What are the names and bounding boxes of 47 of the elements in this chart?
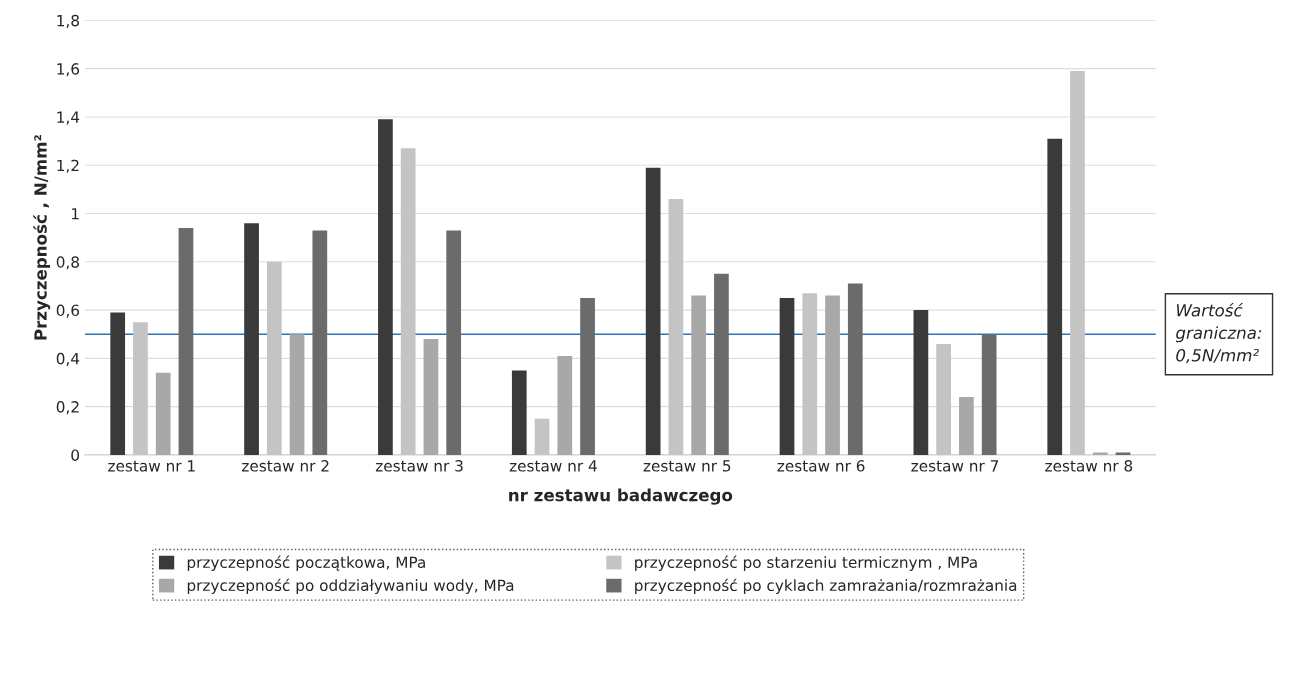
bar	[155, 372, 171, 455]
bar	[446, 230, 462, 455]
bar	[511, 370, 527, 455]
x-tick-label: zestaw nr 6	[777, 460, 865, 472]
x-tick-label: zestaw nr 7	[911, 460, 999, 472]
y-axis-title: Przyczepność , N/mm²	[33, 135, 51, 340]
bar	[289, 334, 305, 455]
x-tick-label: zestaw nr 1	[108, 460, 195, 472]
bar	[714, 273, 729, 455]
y-tick-label: 0,4	[56, 352, 80, 366]
x-tick-label: zestaw nr 5	[643, 460, 731, 472]
bar	[423, 339, 439, 455]
bar	[645, 167, 661, 455]
legend-label: przyczepność początkowa, MPa	[187, 555, 425, 571]
legend-label: przyczepność po oddziaływaniu wody, MPa	[187, 578, 514, 595]
bar	[378, 119, 393, 455]
bar	[691, 295, 707, 455]
x-tick-label: zestaw nr 8	[1045, 460, 1133, 472]
bar	[178, 227, 194, 455]
y-tick-label: 0,8	[56, 256, 79, 270]
bar	[1047, 138, 1063, 455]
bar	[959, 396, 974, 455]
x-tick-label: zestaw nr 2	[242, 460, 329, 472]
bar	[312, 230, 328, 455]
y-tick-label: 0,6	[56, 304, 80, 318]
y-tick-label: 1,6	[57, 63, 80, 77]
y-tick-label: 1	[71, 208, 79, 220]
bar	[110, 312, 126, 455]
bar	[913, 310, 929, 455]
y-tick-label: 0,2	[56, 401, 79, 415]
legend-label: przyczepność po cyklach zamrażania/rozmrażania	[635, 578, 1017, 595]
y-tick-label: 1,2	[57, 159, 79, 173]
y-tick-label: 1,8	[57, 14, 79, 28]
ref-line-label: Wartość graniczna: 0,5N/mm²	[1175, 303, 1262, 364]
y-tick-label: 1,4	[57, 111, 80, 125]
x-tick-label: zestaw nr 4	[509, 460, 597, 472]
bar	[981, 334, 997, 455]
bar	[580, 298, 595, 455]
bar	[557, 355, 573, 455]
bar	[244, 223, 259, 455]
x-tick-label: zestaw nr 3	[375, 460, 463, 472]
y-tick-label: 0	[71, 449, 80, 461]
bar	[779, 298, 795, 455]
bar	[847, 283, 863, 455]
legend-label: przyczepność po starzeniu termicznym , MPa	[635, 555, 977, 571]
x-axis-title: nr zestawu badawczego	[509, 488, 733, 505]
bar	[825, 295, 840, 455]
